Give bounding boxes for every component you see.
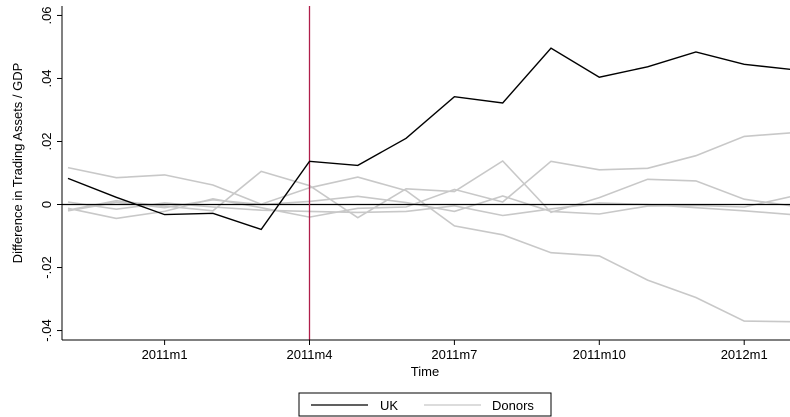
x-tick-label: 2011m10 [573, 347, 626, 362]
x-tick-label: 2011m4 [286, 347, 332, 362]
x-axis: 2011m1 2011m4 2011m7 2011m10 2012m1 [62, 339, 790, 362]
legend: UK Donors [298, 392, 552, 417]
uk-series-line [67, 47, 790, 231]
y-tick-label: -.02 [39, 256, 54, 278]
legend-label-uk: UK [380, 398, 398, 413]
y-tick-label: -.04 [39, 319, 54, 341]
legend-label-donors: Donors [492, 398, 534, 413]
y-tick-label: .06 [39, 6, 54, 24]
y-tick-label: .02 [39, 132, 54, 150]
y-tick-label: .04 [39, 69, 54, 87]
x-axis-title: Time [411, 364, 439, 379]
x-tick-label: 2011m7 [431, 347, 477, 362]
y-axis: -.04 -.02 0 .02 .04 .06 [39, 6, 63, 342]
plot-area [62, 6, 790, 340]
x-tick-label: 2011m1 [142, 347, 188, 362]
x-tick-label: 2012m1 [721, 347, 768, 362]
y-axis-title: Difference in Trading Assets / GDP [10, 63, 25, 264]
donor-series-line-2 [67, 159, 790, 219]
y-tick-label: 0 [39, 201, 54, 208]
